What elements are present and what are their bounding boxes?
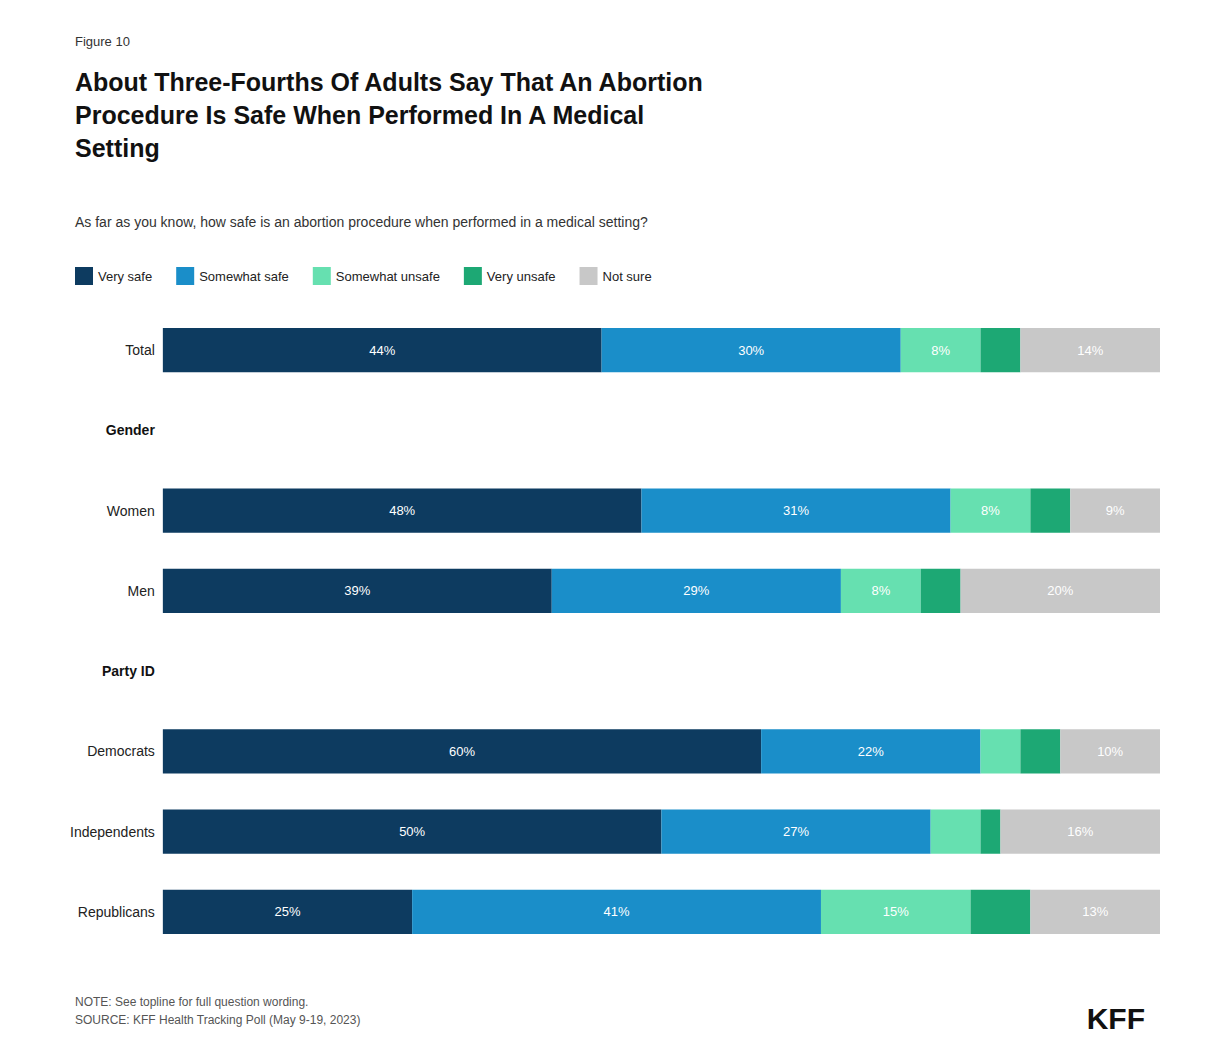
svg-text:10%: 10% bbox=[1097, 744, 1123, 759]
svg-text:Women: Women bbox=[107, 503, 155, 519]
svg-text:39%: 39% bbox=[344, 583, 370, 598]
svg-text:48%: 48% bbox=[389, 503, 415, 518]
svg-text:8%: 8% bbox=[981, 503, 1000, 518]
svg-text:Very unsafe: Very unsafe bbox=[487, 269, 556, 284]
svg-text:Total: Total bbox=[125, 342, 155, 358]
svg-text:31%: 31% bbox=[783, 503, 809, 518]
svg-text:Democrats: Democrats bbox=[87, 743, 155, 759]
svg-text:Republicans: Republicans bbox=[78, 904, 155, 920]
svg-text:27%: 27% bbox=[783, 824, 809, 839]
svg-text:Setting: Setting bbox=[75, 134, 160, 162]
svg-text:8%: 8% bbox=[931, 343, 950, 358]
svg-text:Figure 10: Figure 10 bbox=[75, 34, 130, 49]
svg-text:14%: 14% bbox=[1077, 343, 1103, 358]
svg-text:16%: 16% bbox=[1067, 824, 1093, 839]
svg-text:Procedure Is Safe When Perform: Procedure Is Safe When Performed In A Me… bbox=[75, 101, 644, 129]
svg-text:Gender: Gender bbox=[106, 422, 156, 438]
svg-text:20%: 20% bbox=[1047, 583, 1073, 598]
svg-text:Men: Men bbox=[128, 583, 155, 599]
svg-text:8%: 8% bbox=[871, 583, 890, 598]
svg-text:50%: 50% bbox=[399, 824, 425, 839]
svg-text:Independents: Independents bbox=[70, 824, 155, 840]
svg-text:KFF: KFF bbox=[1087, 1002, 1145, 1035]
svg-text:Party ID: Party ID bbox=[102, 663, 155, 679]
svg-text:About Three-Fourths Of Adults: About Three-Fourths Of Adults Say That A… bbox=[75, 68, 703, 96]
svg-text:Somewhat unsafe: Somewhat unsafe bbox=[336, 269, 440, 284]
svg-text:25%: 25% bbox=[274, 904, 300, 919]
svg-text:15%: 15% bbox=[883, 904, 909, 919]
svg-text:22%: 22% bbox=[858, 744, 884, 759]
svg-text:41%: 41% bbox=[604, 904, 630, 919]
svg-text:Somewhat safe: Somewhat safe bbox=[199, 269, 289, 284]
svg-text:60%: 60% bbox=[449, 744, 475, 759]
svg-text:30%: 30% bbox=[738, 343, 764, 358]
svg-text:SOURCE: KFF Health Tracking Po: SOURCE: KFF Health Tracking Poll (May 9-… bbox=[75, 1013, 360, 1027]
svg-text:NOTE: See topline for full que: NOTE: See topline for full question word… bbox=[75, 995, 308, 1009]
svg-text:As far as you know, how safe i: As far as you know, how safe is an abort… bbox=[75, 214, 648, 230]
svg-text:29%: 29% bbox=[683, 583, 709, 598]
svg-text:13%: 13% bbox=[1082, 904, 1108, 919]
svg-text:9%: 9% bbox=[1106, 503, 1125, 518]
svg-text:44%: 44% bbox=[369, 343, 395, 358]
svg-text:Not sure: Not sure bbox=[603, 269, 652, 284]
svg-text:Very safe: Very safe bbox=[98, 269, 152, 284]
